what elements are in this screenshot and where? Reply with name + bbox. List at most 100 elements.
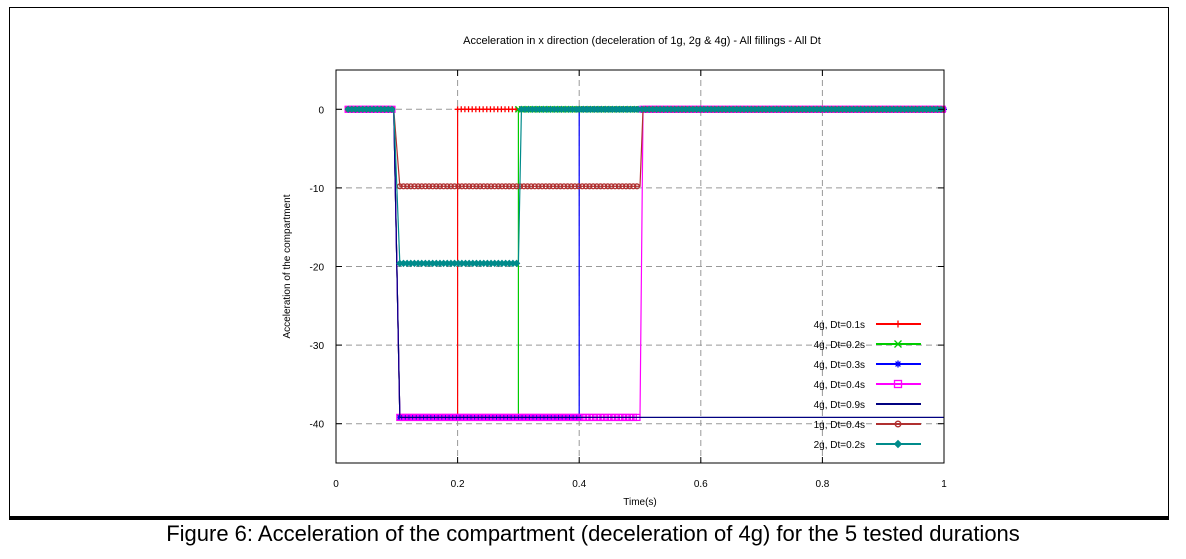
data-point <box>400 183 407 190</box>
data-point <box>622 183 630 190</box>
data-point <box>539 183 546 190</box>
y-tick-label: -30 <box>310 341 325 352</box>
data-point <box>418 183 425 190</box>
data-point <box>429 183 436 190</box>
data-point <box>458 183 465 190</box>
legend-item: 4g, Dt=0.4s <box>814 379 921 391</box>
data-point <box>411 183 418 190</box>
data-point <box>542 183 549 190</box>
legend-label: 4g, Dt=0.1s <box>814 320 865 331</box>
data-point <box>528 183 535 190</box>
data-point <box>568 183 575 190</box>
legend-label: 4g, Dt=0.3s <box>814 360 865 371</box>
legend-label: 4g, Dt=0.4s <box>814 380 865 391</box>
data-point <box>608 183 615 190</box>
x-tick-label: 0.6 <box>694 479 708 490</box>
data-point <box>480 183 487 190</box>
legend-marker <box>894 360 902 368</box>
legend-item: 4g, Dt=0.2s <box>814 340 921 351</box>
data-point <box>535 183 542 190</box>
data-point <box>415 183 422 190</box>
data-point <box>477 183 484 190</box>
legend-marker <box>894 320 902 328</box>
data-point <box>630 183 637 190</box>
y-tick-label: -20 <box>310 263 325 274</box>
data-point <box>571 183 578 190</box>
data-point <box>422 183 429 190</box>
legend-label: 1g, Dt=0.4s <box>814 420 865 431</box>
data-point <box>582 183 589 190</box>
y-tick-label: 0 <box>318 105 324 116</box>
x-tick-label: 0.2 <box>451 479 465 490</box>
data-point <box>633 183 641 190</box>
data-point <box>495 183 502 190</box>
legend-label: 4g, Dt=0.2s <box>814 340 865 351</box>
data-point <box>520 183 527 190</box>
legend-label: 2g, Dt=0.2s <box>814 440 865 451</box>
data-point <box>491 183 498 190</box>
data-point <box>473 183 480 190</box>
y-tick-label: -10 <box>310 184 325 195</box>
x-tick-label: 0.8 <box>815 479 829 490</box>
chart: Acceleration in x direction (deceleratio… <box>282 35 947 508</box>
x-tick-label: 0 <box>333 479 339 490</box>
legend-item: 2g, Dt=0.2s <box>814 439 921 451</box>
legend-marker <box>894 340 902 348</box>
data-point <box>509 183 516 190</box>
y-tick-label: -40 <box>310 420 325 431</box>
legend-marker <box>893 379 903 389</box>
caption-divider <box>9 517 1169 520</box>
data-point <box>447 183 454 190</box>
data-point <box>502 183 509 190</box>
data-point <box>575 183 582 190</box>
legend: 4g, Dt=0.1s 4g, Dt=0.2s 4g, Dt=0.3s 4g, Dt=… <box>814 320 921 451</box>
data-point <box>531 183 538 190</box>
data-point <box>619 183 626 190</box>
chart-title: Acceleration in x direction (deceleratio… <box>463 35 821 47</box>
legend-item: 4g, Dt=0.1s <box>814 320 921 331</box>
data-point <box>455 183 462 190</box>
data-point <box>546 183 553 190</box>
data-point <box>524 183 531 190</box>
figure-frame <box>9 7 1169 517</box>
data-point <box>498 183 506 190</box>
data-point <box>396 183 403 190</box>
legend-item: 4g, Dt=0.9s <box>814 400 921 411</box>
data-point <box>444 183 451 190</box>
series-line <box>348 108 944 187</box>
data-point <box>615 183 622 190</box>
data-point <box>466 183 473 190</box>
data-point <box>469 183 476 190</box>
data-point <box>513 183 520 190</box>
data-point <box>579 183 586 190</box>
series-5 <box>345 106 946 190</box>
data-point <box>604 183 611 190</box>
data-point <box>440 183 447 190</box>
data-point <box>557 183 564 190</box>
x-axis-label: Time(s) <box>623 497 657 508</box>
series-6 <box>344 105 945 268</box>
data-point <box>560 183 568 190</box>
data-point <box>433 183 440 190</box>
data-point <box>612 183 619 190</box>
legend-marker <box>894 420 902 428</box>
data-point <box>601 183 608 190</box>
y-axis-label: Acceleration of the compartment <box>282 194 293 338</box>
data-point <box>462 183 469 190</box>
data-point <box>512 259 521 268</box>
data-point <box>484 183 491 190</box>
series-lines <box>344 105 947 422</box>
data-point <box>586 183 593 190</box>
legend-label: 4g, Dt=0.9s <box>814 400 865 411</box>
data-point <box>506 183 513 190</box>
data-point <box>388 105 396 114</box>
data-point <box>425 183 433 190</box>
data-point <box>550 183 557 190</box>
data-point <box>407 183 414 190</box>
data-point <box>553 183 560 190</box>
data-point <box>436 183 444 190</box>
figure-caption: Figure 6: Acceleration of the compartmen… <box>166 521 1020 546</box>
x-tick-label: 1 <box>941 479 947 490</box>
data-point <box>590 183 597 190</box>
data-point <box>593 183 600 190</box>
